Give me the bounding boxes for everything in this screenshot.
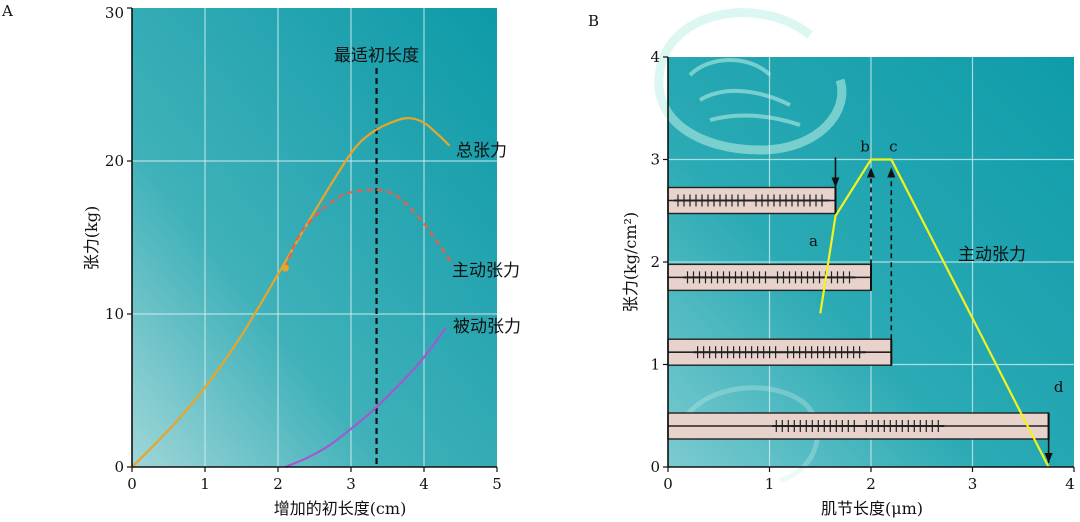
- panel-a-axes: [131, 8, 497, 468]
- series-label-1: 总张力: [456, 141, 507, 161]
- panel-a-ylabel: 张力(kg): [82, 206, 101, 270]
- panel-a-xtick-label: 5: [492, 475, 502, 493]
- watermark-logo: [654, 8, 847, 483]
- cross-bridges: [775, 420, 939, 432]
- series-label-3: 被动张力: [453, 317, 521, 337]
- sarcomere-4: [667, 412, 1053, 463]
- panel-a-xtick-label: 0: [127, 475, 137, 493]
- panel-b-ytick-label: 4: [650, 48, 660, 66]
- panel-b-sarcomeres: [667, 157, 1053, 463]
- panel-b-xtick-label: 4: [1065, 475, 1075, 493]
- series-line-3: [284, 327, 447, 469]
- panel-b-ytick-label: 2: [650, 253, 660, 271]
- panel-a-xtick-label: 1: [200, 475, 210, 493]
- point-label-c: c: [889, 138, 897, 156]
- panel-b-xtick-label: 3: [968, 475, 978, 493]
- panel-a-ytick-label: 0: [114, 458, 124, 476]
- panel-b-ytick-label: 0: [650, 458, 660, 476]
- point-label-a: a: [809, 232, 818, 250]
- cross-bridges: [686, 271, 851, 284]
- panel-b-xtick-label: 2: [866, 475, 876, 493]
- connector-arrow: [1044, 453, 1053, 463]
- panel-b-xtick-label: 1: [765, 475, 775, 493]
- panel-a-ytick-label: 20: [105, 152, 124, 170]
- series-line-2: [284, 188, 455, 269]
- panel-a-ytick-label: 30: [105, 4, 124, 22]
- series-label-2: 主动张力: [452, 261, 520, 281]
- connector-arrow: [867, 167, 875, 178]
- panel-b: 主动张力 a b c d 0 1 2 3 4 0 1 2 3 4 B 肌节长度(μm) 张力(kg/cm²…: [588, 8, 1075, 518]
- point-label-b: b: [860, 138, 870, 156]
- series-line-active-tension: [819, 158, 1050, 468]
- optimal-length-label: 最适初长度: [334, 46, 419, 66]
- cross-bridges: [677, 194, 823, 207]
- panel-a-xtick-label: 2: [273, 475, 283, 493]
- panel-a-plot-area: [132, 8, 497, 467]
- panel-a-xlabel: 增加的初长度(cm): [274, 499, 407, 518]
- connector-arrow: [887, 167, 896, 178]
- panel-a-ticks: 0 1 2 3 4 5 0 10 20 30: [105, 4, 502, 493]
- panel-b-label: B: [588, 12, 599, 30]
- panel-a-xtick-label: 4: [419, 475, 429, 493]
- panel-a-ytick-label: 10: [105, 305, 124, 323]
- panel-b-series: 主动张力 a b c d: [809, 138, 1064, 468]
- panel-b-ytick-label: 1: [650, 356, 660, 374]
- panel-b-ylabel: 张力(kg/cm²): [621, 212, 640, 312]
- series-label-active-tension: 主动张力: [958, 245, 1026, 265]
- sarcomere-3: [667, 167, 896, 366]
- series-line-1: [131, 117, 451, 468]
- sarcomere-2: [667, 167, 875, 292]
- cross-bridges: [697, 346, 861, 359]
- panel-b-ytick-label: 3: [650, 151, 660, 169]
- panel-a-label: A: [1, 2, 13, 20]
- panel-b-xtick-label: 0: [663, 475, 673, 493]
- sarcomere-1: [667, 157, 840, 215]
- panel-b-ticks: 0 1 2 3 4 0 1 2 3 4: [650, 48, 1074, 493]
- panel-b-xlabel: 肌节长度(μm): [821, 499, 923, 518]
- connector-arrow: [831, 177, 840, 188]
- panel-a-grid: [132, 8, 497, 467]
- panel-a-xtick-label: 3: [346, 475, 356, 493]
- junction-point: [281, 264, 289, 272]
- point-label-d: d: [1054, 378, 1064, 396]
